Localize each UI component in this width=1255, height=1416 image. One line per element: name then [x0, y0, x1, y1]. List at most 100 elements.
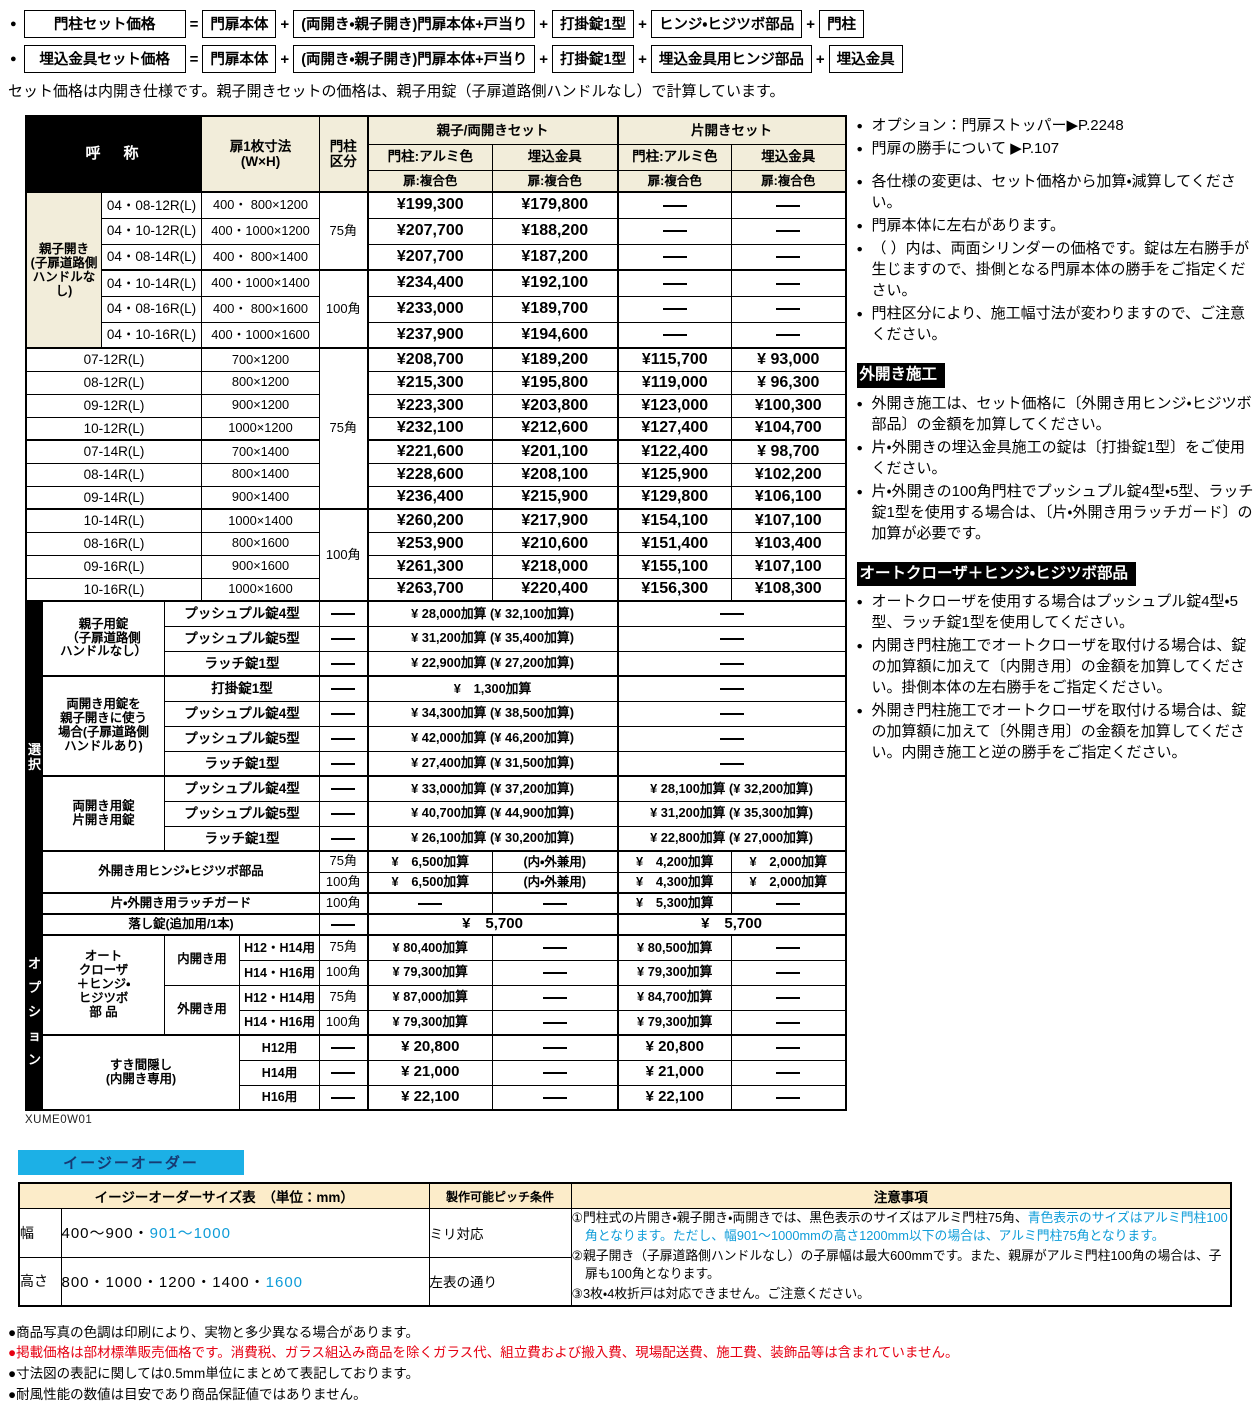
pillar-class-cell	[319, 775, 369, 802]
price-add-cell: ¥ 4,200加算	[616, 850, 733, 873]
pillar-class-cell: H12用	[239, 1034, 321, 1061]
price-add-cell: ¥ 34,300加算 (¥ 38,500加算)	[366, 700, 619, 727]
table-cell	[616, 700, 847, 727]
table-cell	[731, 892, 847, 915]
price-cell: ¥237,900	[366, 321, 494, 349]
size-values-100: 1600	[265, 1273, 304, 1291]
table-cell	[731, 1084, 847, 1111]
price-cell: ¥207,700	[366, 217, 494, 245]
lock-type-cell: ラッチ錠1型	[164, 750, 321, 777]
dash-mark	[776, 204, 801, 207]
model-cell: 10-12R(L)	[25, 416, 203, 441]
price-add-cell: ¥ 6,500加算	[366, 850, 494, 873]
table-cell	[731, 934, 847, 961]
table-cell	[492, 1084, 619, 1111]
price-cell: ¥260,200	[366, 508, 494, 533]
dash-mark	[776, 1071, 801, 1074]
price-cell: ¥ 21,000	[616, 1059, 733, 1086]
table-cell	[492, 934, 619, 961]
price-add-cell: ¥ 80,500加算	[616, 934, 733, 961]
price-add-cell: ¥ 33,000加算 (¥ 37,200加算)	[366, 775, 619, 802]
pillar-class-cell	[319, 913, 369, 936]
bullet-icon: ●	[856, 705, 863, 718]
price-cell: ¥115,700	[616, 347, 733, 372]
pillar-class-cell: 100角	[319, 269, 369, 349]
dash-mark	[662, 204, 687, 207]
model-cell: 04・10-12R(L)	[101, 217, 203, 245]
formula-term-box: 門扉本体	[202, 10, 277, 38]
dash-mark	[331, 688, 356, 691]
formula-term-box: (両開き・親子開き)門扉本体+戸当り	[293, 10, 536, 38]
size-cell: 700×1200	[201, 347, 321, 372]
price-cell: ¥104,700	[731, 416, 847, 441]
price-cell: ¥208,100	[492, 462, 619, 487]
model-cell: 07-14R(L)	[25, 439, 203, 464]
size-values-100: 901～1000	[149, 1225, 231, 1243]
dash-mark	[719, 662, 744, 665]
note-text: 各仕様の変更は、セット価格から加算・減算してください。	[871, 173, 1236, 211]
dash-mark	[719, 737, 744, 740]
price-cell: ¥208,700	[366, 347, 494, 372]
dash-mark	[542, 1047, 567, 1050]
pitch-value: 左表の通り	[428, 1256, 572, 1307]
pillar-class-cell: 75角	[319, 347, 369, 510]
row-group-label: 親子開き (子扉道路側 ハンドルなし)	[25, 191, 103, 349]
table-cell	[731, 1059, 847, 1086]
price-cell: ¥ 21,000	[366, 1059, 494, 1086]
note-text: 内開き門柱施工でオートクローザを取付ける場合は、錠の加算額に加えて〔内開き用〕の…	[871, 637, 1247, 697]
price-cell: ¥107,100	[731, 508, 847, 533]
pillar-class-cell: 75角	[319, 191, 369, 271]
formula-result-box: 門柱セット価格	[23, 10, 186, 38]
size-row-values: 400～900・901～1000	[60, 1208, 430, 1258]
dash-mark	[331, 712, 356, 715]
pillar-class-cell: H16用	[239, 1084, 321, 1111]
dash-mark	[331, 737, 356, 740]
table-cell	[492, 1034, 619, 1061]
lock-type-cell: ラッチ錠1型	[164, 825, 321, 852]
table-cell	[731, 1034, 847, 1061]
note-text-blue: 青色表示のサイズはアルミ門柱100角となります。ただし、幅901～1000mmの…	[584, 1210, 1228, 1243]
price-add-cell: ¥ 5,300加算	[616, 892, 733, 915]
model-cell: 04・10-16R(L)	[101, 321, 203, 349]
pillar-class-cell	[319, 700, 369, 727]
table-cell	[616, 295, 733, 323]
dash-mark	[542, 971, 567, 974]
size-row-label: 幅	[18, 1208, 62, 1258]
dash-mark	[776, 947, 801, 950]
price-cell: ¥188,200	[492, 217, 619, 245]
model-cell: 04・08-12R(L)	[101, 191, 203, 219]
note-bullet: ● 各仕様の変更は、セット価格から加算・減算してください。	[857, 171, 1255, 213]
row-group-label: 両開き用錠 片開き用錠	[42, 775, 166, 852]
note-text: 片・外開きの100角門柱でプッシュプル錠4型・5型、ラッチ錠1型を使用する場合は…	[871, 482, 1254, 542]
header-cell: 扉:複合色	[366, 169, 494, 193]
price-cell: ¥207,700	[366, 243, 494, 271]
lock-type-cell: プッシュプル錠5型	[164, 725, 321, 752]
formula-caption: セット価格は内開き仕様です。親子開きセットの価格は、親子用錠（子扉道路側ハンドル…	[8, 83, 785, 100]
price-add-cell: ¥ 42,000加算 (¥ 46,200加算)	[366, 725, 619, 752]
section-label-selection: 選 択	[25, 600, 44, 915]
price-add-cell: ¥ 79,300加算	[366, 959, 494, 986]
easy-order-note: ①門柱式の片開き・親子開き・両開きでは、黒色表示のサイズはアルミ門柱75角、青色…	[572, 1209, 1231, 1245]
table-cell	[616, 625, 847, 652]
price-cell: ¥189,700	[492, 295, 619, 323]
formula-term-box: ヒンジ・ヒジツボ部品	[650, 10, 803, 38]
bullet-icon: ●	[856, 243, 863, 255]
price-cell: ¥102,200	[731, 462, 847, 487]
easy-order-note: ③3枚・4枚折戸は対応できません。ご注意ください。	[572, 1285, 1231, 1303]
price-cell: ¥217,900	[492, 508, 619, 533]
size-cell: 1000×1200	[201, 416, 321, 441]
product-code: XUME0W01	[25, 1114, 93, 1126]
dash-mark	[542, 947, 567, 950]
price-add-cell: ¥ 80,400加算	[366, 934, 494, 961]
price-add-cell: ¥ 79,300加算	[616, 959, 733, 986]
model-cell: 10-14R(L)	[25, 508, 203, 533]
price-cell: ¥ 98,700	[731, 439, 847, 464]
dash-mark	[776, 971, 801, 974]
price-cell: ¥261,300	[366, 554, 494, 579]
row-group-label: 落し錠(追加用/1本)	[42, 913, 321, 936]
note-bullet: ● 外開き門柱施工でオートクローザを取付ける場合は、錠の加算額に加えて〔外開き用〕…	[857, 700, 1255, 763]
pitch-value: ミリ対応	[428, 1208, 572, 1258]
section-label-option: オ プ シ ョ ン	[25, 913, 44, 1111]
dash-mark	[662, 308, 687, 311]
price-cell: ¥ 93,000	[731, 347, 847, 372]
